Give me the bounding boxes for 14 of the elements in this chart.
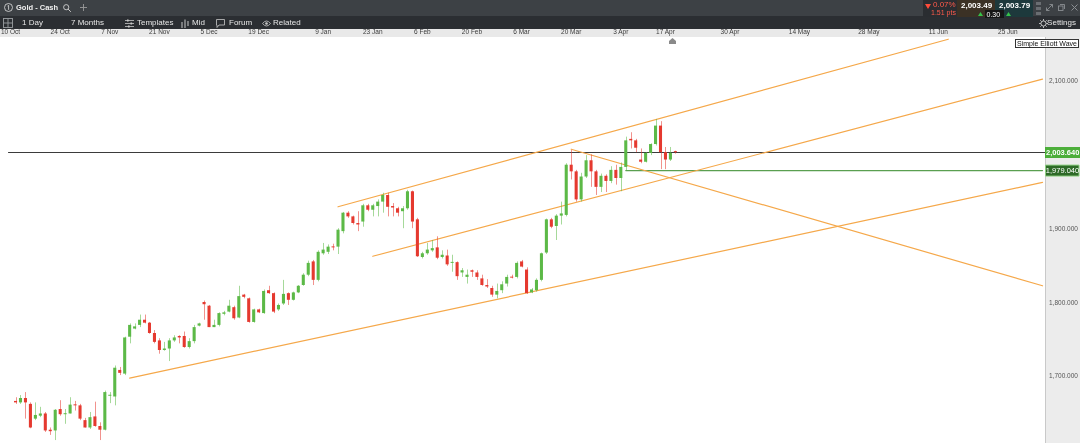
candlestick <box>73 400 77 412</box>
text: Settings <box>1047 17 1076 27</box>
text: 0.07% <box>933 0 956 9</box>
text: 2,003.79 <box>999 1 1031 10</box>
text: 2,003.49 <box>961 1 993 10</box>
text: Related <box>273 17 301 27</box>
text: 1 Day <box>22 17 43 27</box>
candlestick <box>450 254 454 273</box>
text: Mid <box>192 17 205 27</box>
text: Templates <box>137 17 174 27</box>
candlestick <box>63 408 67 425</box>
candlestick <box>108 391 112 404</box>
text: Forum <box>229 17 253 27</box>
text: 7 Months <box>71 17 104 27</box>
